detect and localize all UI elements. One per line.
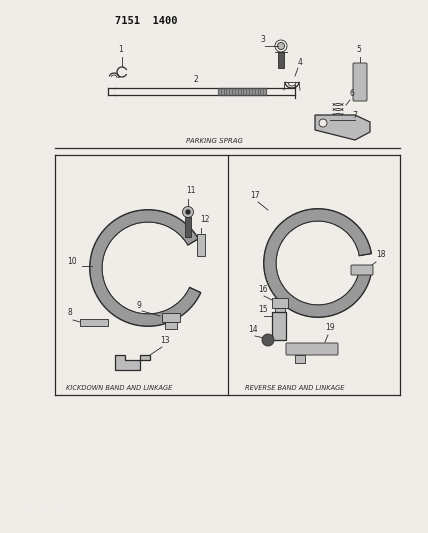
Text: 11: 11 <box>186 186 196 195</box>
Bar <box>165 322 177 329</box>
Text: 9: 9 <box>137 301 142 310</box>
Text: 10: 10 <box>67 257 77 266</box>
Text: 15: 15 <box>258 305 268 314</box>
Bar <box>295 355 305 363</box>
Text: .: . <box>40 506 42 511</box>
Polygon shape <box>264 209 371 317</box>
Bar <box>272 298 288 308</box>
Text: REVERSE BAND AND LINKAGE: REVERSE BAND AND LINKAGE <box>245 385 345 391</box>
Text: 14: 14 <box>248 325 258 334</box>
Text: 6: 6 <box>350 89 355 98</box>
Text: 8: 8 <box>68 308 73 317</box>
Text: 19: 19 <box>325 323 335 332</box>
Circle shape <box>277 43 285 50</box>
Circle shape <box>319 119 327 127</box>
Text: 7: 7 <box>352 111 357 120</box>
Bar <box>197 234 205 256</box>
Circle shape <box>186 210 190 214</box>
FancyBboxPatch shape <box>351 265 373 275</box>
Text: 18: 18 <box>376 250 386 259</box>
Text: 7151  1400: 7151 1400 <box>115 16 178 26</box>
Bar <box>278 52 284 68</box>
Text: 12: 12 <box>200 215 209 224</box>
FancyBboxPatch shape <box>353 63 367 101</box>
Bar <box>275 308 285 316</box>
Polygon shape <box>115 355 150 370</box>
Text: 13: 13 <box>160 336 169 345</box>
Text: 16: 16 <box>258 285 268 294</box>
Text: 4: 4 <box>298 58 303 67</box>
FancyBboxPatch shape <box>286 343 338 355</box>
Text: 1: 1 <box>118 45 123 54</box>
Text: KICKDOWN BAND AND LINKAGE: KICKDOWN BAND AND LINKAGE <box>66 385 172 391</box>
Text: 3: 3 <box>260 35 265 44</box>
Bar <box>162 313 180 322</box>
Text: 5: 5 <box>356 45 361 54</box>
Polygon shape <box>90 210 201 326</box>
Bar <box>185 217 191 237</box>
Bar <box>272 312 286 340</box>
Polygon shape <box>315 115 370 140</box>
Text: 17: 17 <box>250 191 260 200</box>
Bar <box>218 88 266 95</box>
Circle shape <box>182 206 193 217</box>
Bar <box>80 319 108 326</box>
Text: 2: 2 <box>194 75 199 84</box>
Text: .: . <box>55 506 57 511</box>
Circle shape <box>262 334 274 346</box>
Text: PARKING SPRAG: PARKING SPRAG <box>186 138 242 144</box>
Text: .: . <box>25 506 27 511</box>
